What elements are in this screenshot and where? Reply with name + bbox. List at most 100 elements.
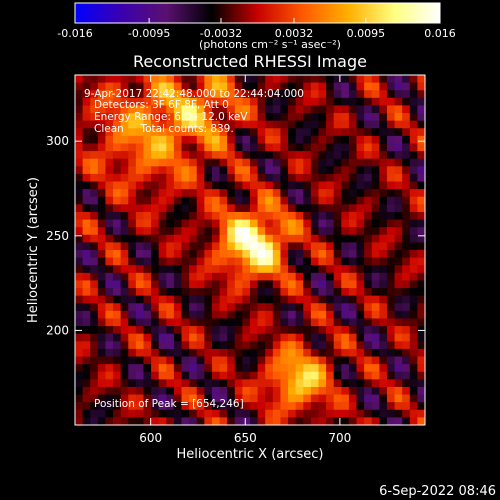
heatmap-cell	[90, 166, 99, 175]
heatmap-cell	[326, 250, 335, 259]
heatmap-cell	[333, 356, 342, 365]
heatmap-cell	[265, 364, 274, 373]
heatmap-cell	[143, 333, 152, 342]
heatmap-cell	[173, 166, 183, 175]
heatmap-cell	[82, 356, 91, 365]
heatmap-cell	[135, 379, 145, 388]
heatmap-cell	[348, 356, 358, 365]
heatmap-cell	[318, 257, 327, 266]
heatmap-cell	[90, 143, 99, 152]
heatmap-cell	[227, 151, 236, 160]
heatmap-cell	[409, 242, 418, 251]
heatmap-cell	[166, 310, 175, 320]
heatmap-cell	[379, 265, 388, 274]
heatmap-cell	[333, 318, 342, 327]
heatmap-cell	[303, 280, 312, 289]
heatmap-cell	[227, 128, 236, 137]
heatmap-cell	[348, 326, 358, 335]
heatmap-cell	[82, 135, 91, 145]
heatmap-cell	[242, 272, 251, 282]
heatmap-cell	[402, 189, 411, 198]
heatmap-cell	[196, 196, 205, 205]
heatmap-cell	[173, 181, 183, 190]
heatmap-cell	[409, 272, 418, 282]
heatmap-cell	[288, 280, 297, 289]
heatmap-cell	[348, 90, 358, 99]
heatmap-cell	[227, 417, 236, 425]
heatmap-cell	[303, 189, 312, 198]
heatmap-cell	[75, 333, 84, 342]
heatmap-cell	[189, 166, 198, 175]
heatmap-cell	[288, 82, 297, 91]
heatmap-cell	[333, 166, 342, 175]
heatmap-cell	[97, 97, 107, 107]
heatmap-cell	[227, 379, 236, 388]
heatmap-cell	[151, 143, 160, 152]
heatmap-cell	[272, 181, 282, 190]
heatmap-cell	[242, 151, 251, 160]
heatmap-cell	[356, 379, 365, 388]
heatmap-cell	[280, 326, 289, 335]
heatmap-cell	[120, 90, 129, 99]
heatmap-cell	[333, 90, 342, 99]
heatmap-cell	[128, 242, 137, 251]
heatmap-cell	[386, 219, 396, 228]
heatmap-cell	[189, 295, 198, 304]
heatmap-cell	[341, 386, 350, 396]
heatmap-cell	[379, 318, 388, 327]
heatmap-cell	[394, 97, 403, 107]
heatmap-cell	[97, 120, 107, 129]
heatmap-cell	[135, 394, 145, 403]
heatmap-cell	[204, 310, 213, 320]
heatmap-cell	[303, 158, 312, 167]
heatmap-cell	[90, 310, 99, 320]
heatmap-cell	[265, 97, 274, 107]
heatmap-cell	[143, 303, 152, 312]
heatmap-cell	[211, 158, 221, 167]
heatmap-cell	[371, 189, 380, 198]
heatmap-cell	[318, 272, 327, 282]
heatmap-cell	[326, 303, 335, 312]
heatmap-cell	[250, 272, 259, 282]
heatmap-cell	[151, 189, 160, 198]
heatmap-cell	[196, 189, 205, 198]
heatmap-cell	[128, 234, 137, 243]
heatmap-cell	[105, 82, 114, 91]
heatmap-cell	[120, 75, 129, 84]
heatmap-cell	[97, 90, 107, 99]
heatmap-cell	[310, 166, 320, 175]
heatmap-cell	[371, 90, 380, 99]
heatmap-cell	[303, 379, 312, 388]
heatmap-cell	[409, 303, 418, 312]
heatmap-cell	[371, 295, 380, 304]
heatmap-cell	[181, 234, 190, 243]
heatmap-cell	[272, 135, 282, 145]
heatmap-cell	[257, 326, 266, 335]
heatmap-cell	[272, 402, 282, 411]
colorbar-tick-label: 0.0032	[275, 27, 314, 40]
heatmap-cell	[128, 417, 137, 425]
heatmap-cell	[196, 257, 205, 266]
heatmap-cell	[105, 234, 114, 243]
heatmap-cell	[272, 189, 282, 198]
heatmap-cell	[242, 234, 251, 243]
heatmap-cell	[326, 135, 335, 145]
heatmap-cell	[189, 386, 198, 396]
heatmap-cell	[204, 341, 213, 350]
heatmap-cell	[394, 151, 403, 160]
heatmap-cell	[211, 113, 221, 122]
heatmap-cell	[204, 326, 213, 335]
heatmap-cell	[143, 379, 152, 388]
heatmap-cell	[402, 219, 411, 228]
heatmap-cell	[135, 135, 145, 145]
heatmap-cell	[234, 303, 243, 312]
heatmap-cell	[234, 143, 243, 152]
heatmap-cell	[105, 219, 114, 228]
heatmap-cell	[250, 303, 259, 312]
heatmap-cell	[82, 250, 91, 259]
heatmap-cell	[158, 242, 167, 251]
heatmap-cell	[326, 173, 335, 183]
heatmap-cell	[356, 82, 365, 91]
heatmap-cell	[318, 288, 327, 297]
heatmap-cell	[120, 113, 129, 122]
